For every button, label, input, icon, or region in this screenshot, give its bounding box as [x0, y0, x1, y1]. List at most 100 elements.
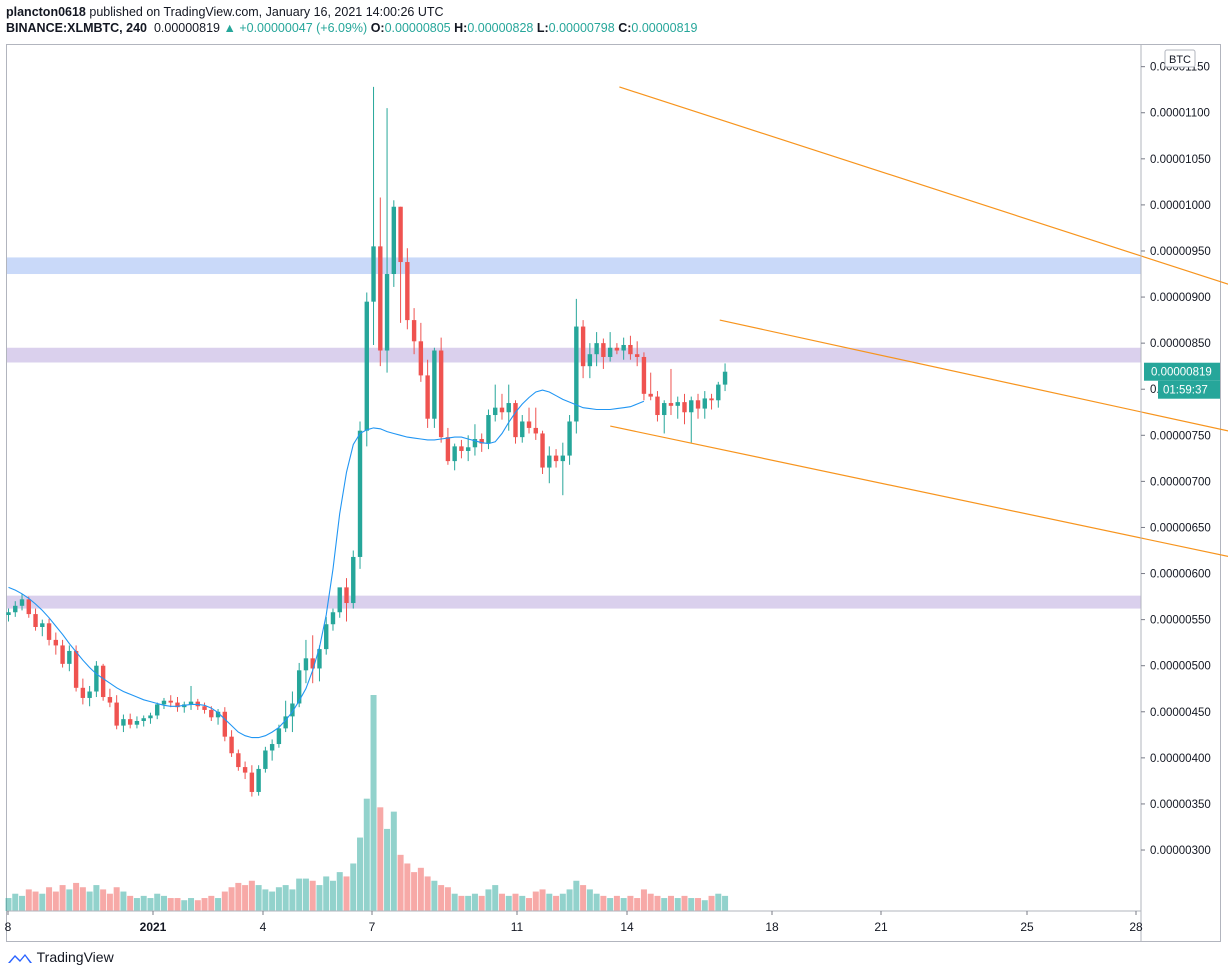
- volume-bar: [471, 893, 478, 911]
- volume-bar: [5, 898, 12, 911]
- candle-body: [19, 599, 25, 606]
- currency-badge-text: BTC: [1169, 54, 1191, 66]
- volume-bar: [654, 895, 661, 911]
- candle-body: [553, 455, 559, 462]
- candle-body: [155, 704, 160, 716]
- author-name[interactable]: plancton0618: [6, 5, 86, 19]
- candle-body: [384, 274, 390, 351]
- volume-bar: [695, 898, 702, 911]
- last-price-text: 0.00000819: [1151, 367, 1212, 379]
- candle-body: [580, 326, 586, 367]
- candle-body: [67, 650, 72, 664]
- volume-bar: [532, 891, 539, 911]
- volume-bar: [539, 889, 546, 911]
- candle-body: [574, 326, 579, 422]
- volume-bar: [404, 863, 411, 911]
- candle-body: [567, 421, 572, 456]
- volume-bar: [526, 898, 533, 911]
- candle-body: [459, 446, 464, 451]
- currency-badge[interactable]: BTC: [1164, 49, 1196, 68]
- candle-body: [357, 430, 363, 557]
- candle-body: [53, 639, 59, 646]
- low-value: 0.00000798: [548, 21, 615, 35]
- candle-body: [209, 709, 214, 718]
- trend-line-0: [619, 86, 1228, 285]
- candle-body: [121, 719, 126, 726]
- candle-body: [716, 384, 721, 401]
- candle-body: [188, 701, 194, 705]
- ema-line: [8, 389, 645, 739]
- y-tick-label: 0.00000900: [1150, 292, 1211, 304]
- volume-bar: [154, 893, 161, 911]
- volume-bar: [377, 807, 384, 911]
- x-tick-label: 11: [511, 920, 524, 934]
- volume-bar: [228, 887, 235, 911]
- candle-body: [46, 623, 52, 640]
- publish-info: published on TradingView.com, January 16…: [85, 5, 444, 19]
- y-tick-label: 0.00000850: [1150, 338, 1211, 350]
- candle-body: [60, 645, 65, 664]
- volume-bar: [12, 893, 19, 911]
- candle-body: [675, 402, 680, 406]
- candle-body: [614, 347, 620, 351]
- x-tick-label: 8: [5, 920, 12, 934]
- volume-bar: [458, 895, 465, 911]
- y-tick-label: 0.00000950: [1150, 246, 1211, 258]
- volume-bar: [93, 885, 100, 911]
- candle-body: [242, 767, 248, 773]
- candle-body: [587, 354, 593, 367]
- candle-body: [344, 587, 349, 604]
- candle-body: [499, 407, 505, 413]
- volume-bar: [86, 891, 93, 911]
- last-price: 0.00000819: [153, 21, 220, 35]
- volume-bar: [32, 891, 39, 911]
- volume-bar: [343, 876, 350, 911]
- volume-bar: [417, 867, 424, 911]
- symbol-name[interactable]: BINANCE:XLMBTC, 240: [6, 21, 147, 35]
- volume-bar: [350, 863, 357, 911]
- countdown-text: 01:59:37: [1163, 385, 1208, 397]
- zone-purple-1: [7, 347, 1141, 363]
- candle-body: [40, 623, 45, 627]
- volume-bar: [208, 895, 215, 911]
- candle-body: [229, 736, 234, 754]
- volume-bar: [363, 798, 370, 911]
- open-value: 0.00000805: [384, 21, 451, 35]
- candle-body: [445, 437, 451, 462]
- candle-body: [161, 700, 167, 705]
- trend-line-2: [610, 425, 1228, 557]
- low-label: L:: [536, 21, 549, 35]
- candle-body: [87, 691, 92, 698]
- y-tick-label: 0.00000400: [1150, 753, 1211, 765]
- publish-line: plancton0618 published on TradingView.co…: [6, 5, 444, 19]
- volume-bar: [613, 895, 620, 911]
- x-tick-label: 28: [1129, 920, 1143, 934]
- volume-bar: [701, 900, 708, 911]
- candle-body: [222, 711, 228, 737]
- tradingview-brand[interactable]: TradingView: [7, 949, 114, 965]
- volume-bar: [586, 889, 593, 911]
- candle-body: [141, 718, 146, 721]
- candle-body: [594, 343, 599, 355]
- volume-bar: [188, 898, 195, 911]
- price-change: ▲ +0.00000047 (+6.09%): [223, 21, 368, 35]
- x-tick-label: 25: [1020, 920, 1034, 934]
- volume-bar: [397, 854, 404, 911]
- open-label: O:: [370, 21, 385, 35]
- volume-bar: [357, 837, 364, 911]
- y-tick-label: 0.00000300: [1150, 845, 1211, 857]
- volume-bar: [127, 895, 134, 911]
- candle-body: [114, 702, 119, 726]
- candle-body: [26, 599, 31, 615]
- candle-body: [486, 415, 491, 444]
- volume-bar: [559, 893, 566, 911]
- volume-bar: [573, 880, 580, 911]
- candle-body: [80, 687, 86, 698]
- candle-body: [283, 716, 288, 729]
- volume-bar: [465, 895, 472, 911]
- volume-bar: [620, 898, 627, 911]
- candle-body: [682, 402, 687, 413]
- candle-body: [100, 665, 106, 698]
- volume-bar: [438, 885, 445, 911]
